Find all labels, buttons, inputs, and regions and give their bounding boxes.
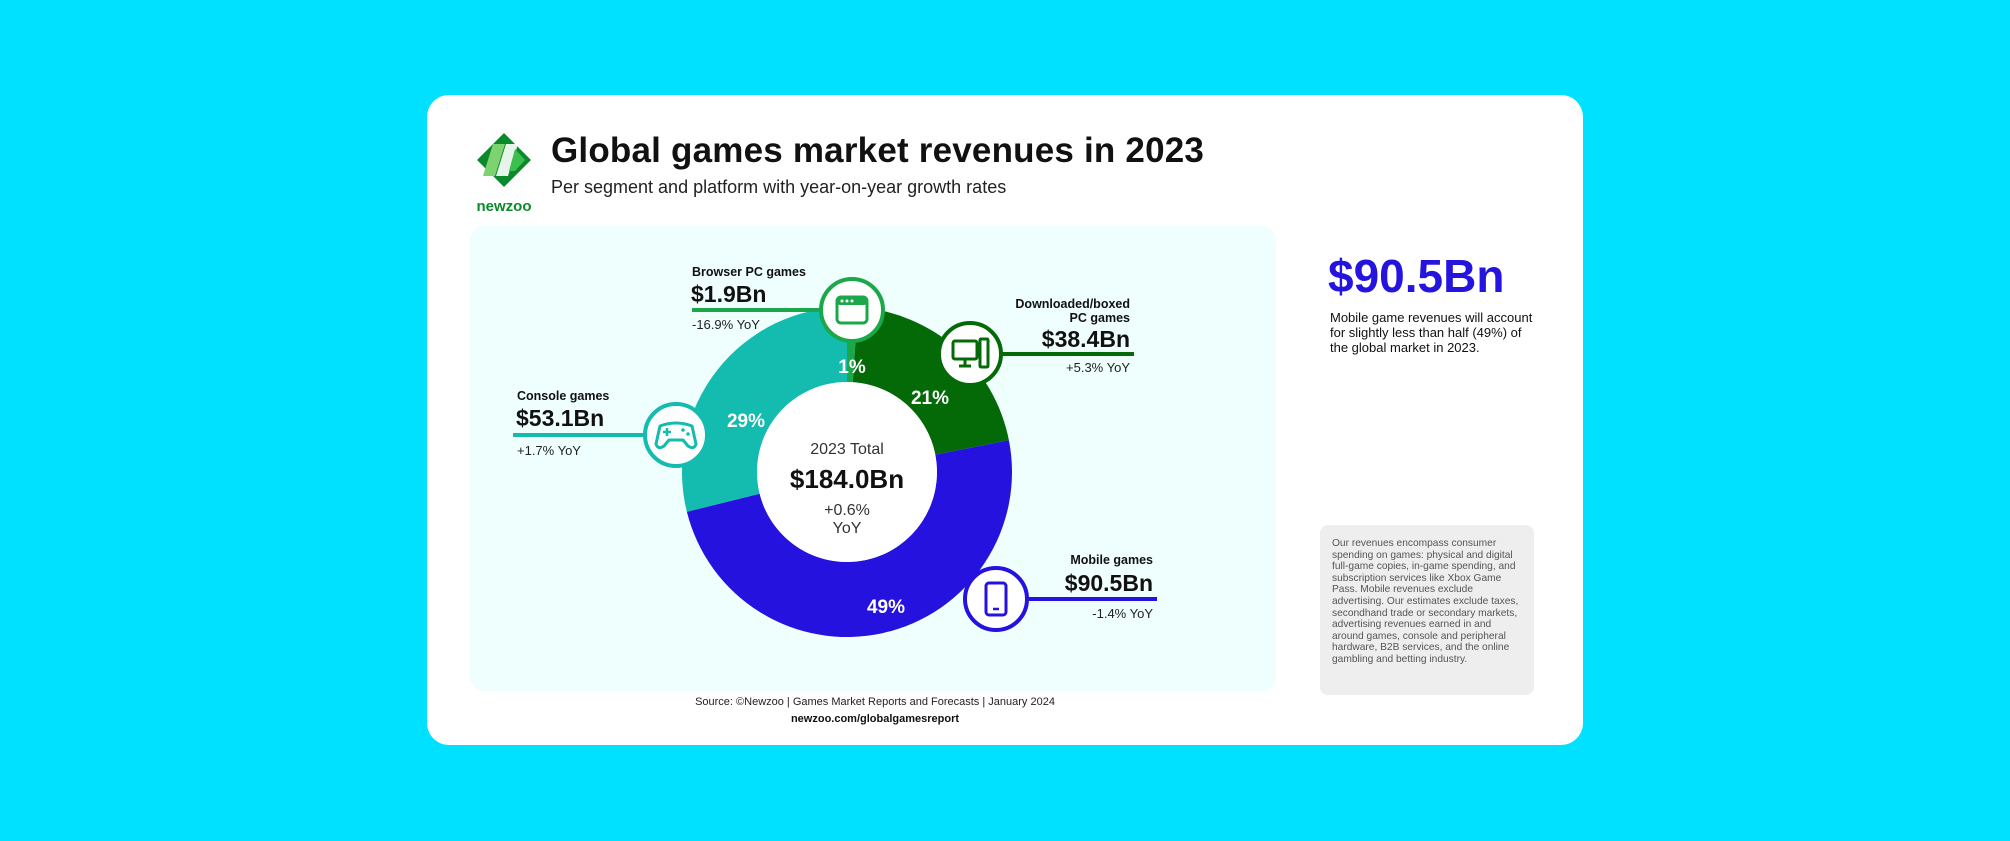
mobile-highlight-value: $90.5Bn [1328, 250, 1505, 302]
chart-panel: 1% 21% 49% 29% 2023 Total $184.0Bn +0.6%… [470, 226, 1276, 691]
methodology-note: Our revenues encompass consumer spending… [1320, 525, 1534, 695]
mobile-icon-badge [963, 566, 1029, 632]
segment-yoy-mobile: -1.4% YoY [1092, 606, 1153, 621]
browser-label-group: Browser PC games $1.9Bn -16.9% YoY [691, 265, 806, 332]
segment-value-browser: $1.9Bn [691, 281, 766, 307]
percent-label-mobile: 49% [867, 597, 905, 618]
pc-icon-badge [937, 321, 1003, 387]
segment-name-mobile: Mobile games [1070, 553, 1153, 567]
center-growth-unit: YoY [833, 520, 862, 537]
center-total-value: $184.0Bn [790, 464, 904, 494]
newzoo-logo-icon [477, 133, 531, 187]
logo-wordmark: newzoo [476, 198, 532, 215]
segment-yoy-pc: +5.3% YoY [1066, 360, 1130, 375]
segment-yoy-browser: -16.9% YoY [692, 317, 760, 332]
segment-name-console: Console games [517, 389, 609, 403]
console-icon-badge [643, 402, 709, 468]
segment-yoy-console: +1.7% YoY [517, 443, 581, 458]
browser-window-icon [835, 295, 869, 325]
infographic-card: newzoo Global games market revenues in 2… [427, 95, 1583, 745]
console-label-group: Console games $53.1Bn +1.7% YoY [516, 389, 609, 458]
segment-name-browser: Browser PC games [692, 265, 806, 279]
percent-label-pc: 21% [911, 388, 949, 409]
center-total-label: 2023 Total [810, 441, 884, 458]
slice-downloaded-pc [852, 307, 1009, 455]
slice-console [682, 307, 847, 512]
segment-value-mobile: $90.5Bn [1065, 570, 1153, 596]
source-credit: Source: ©Newzoo | Games Market Reports a… [695, 696, 1055, 708]
segment-value-console: $53.1Bn [516, 405, 604, 431]
segment-value-pc: $38.4Bn [1042, 326, 1130, 352]
report-url[interactable]: newzoo.com/globalgamesreport [790, 713, 960, 725]
donut-chart: 1% 21% 49% 29% 2023 Total $184.0Bn +0.6%… [513, 265, 1157, 638]
mobile-highlight-text: Mobile game revenues will account for sl… [1330, 310, 1533, 355]
pc-label-group: Downloaded/boxed PC games $38.4Bn +5.3% Y… [1015, 297, 1130, 375]
donut-hole [757, 382, 937, 562]
page-subtitle: Per segment and platform with year-on-ye… [551, 177, 1007, 197]
slice-mobile [686, 440, 1013, 638]
desktop-computer-icon [951, 337, 990, 369]
mobile-label-group: Mobile games $90.5Bn -1.4% YoY [1065, 553, 1154, 621]
percent-label-browser: 1% [838, 357, 866, 378]
segment-name-pc: Downloaded/boxed PC games [1015, 297, 1130, 325]
page-title: Global games market revenues in 2023 [551, 131, 1205, 170]
browser-icon-badge [819, 277, 885, 343]
newzoo-logo: newzoo [469, 131, 539, 215]
percent-label-console: 29% [727, 411, 765, 432]
smartphone-icon [984, 581, 1008, 617]
gamepad-icon [654, 421, 698, 450]
center-growth: +0.6% [824, 502, 870, 519]
